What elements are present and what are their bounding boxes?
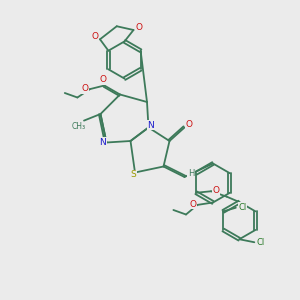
Text: O: O	[82, 84, 89, 93]
Text: Cl: Cl	[257, 238, 265, 247]
Text: O: O	[99, 75, 106, 84]
Text: Cl: Cl	[238, 203, 247, 212]
Text: CH₃: CH₃	[71, 122, 86, 131]
Text: H: H	[188, 169, 194, 178]
Text: O: O	[186, 120, 193, 129]
Text: O: O	[91, 32, 98, 41]
Text: N: N	[100, 138, 106, 147]
Text: O: O	[189, 200, 197, 209]
Text: N: N	[148, 121, 154, 130]
Text: O: O	[212, 186, 219, 195]
Text: S: S	[130, 170, 136, 179]
Text: O: O	[135, 23, 142, 32]
